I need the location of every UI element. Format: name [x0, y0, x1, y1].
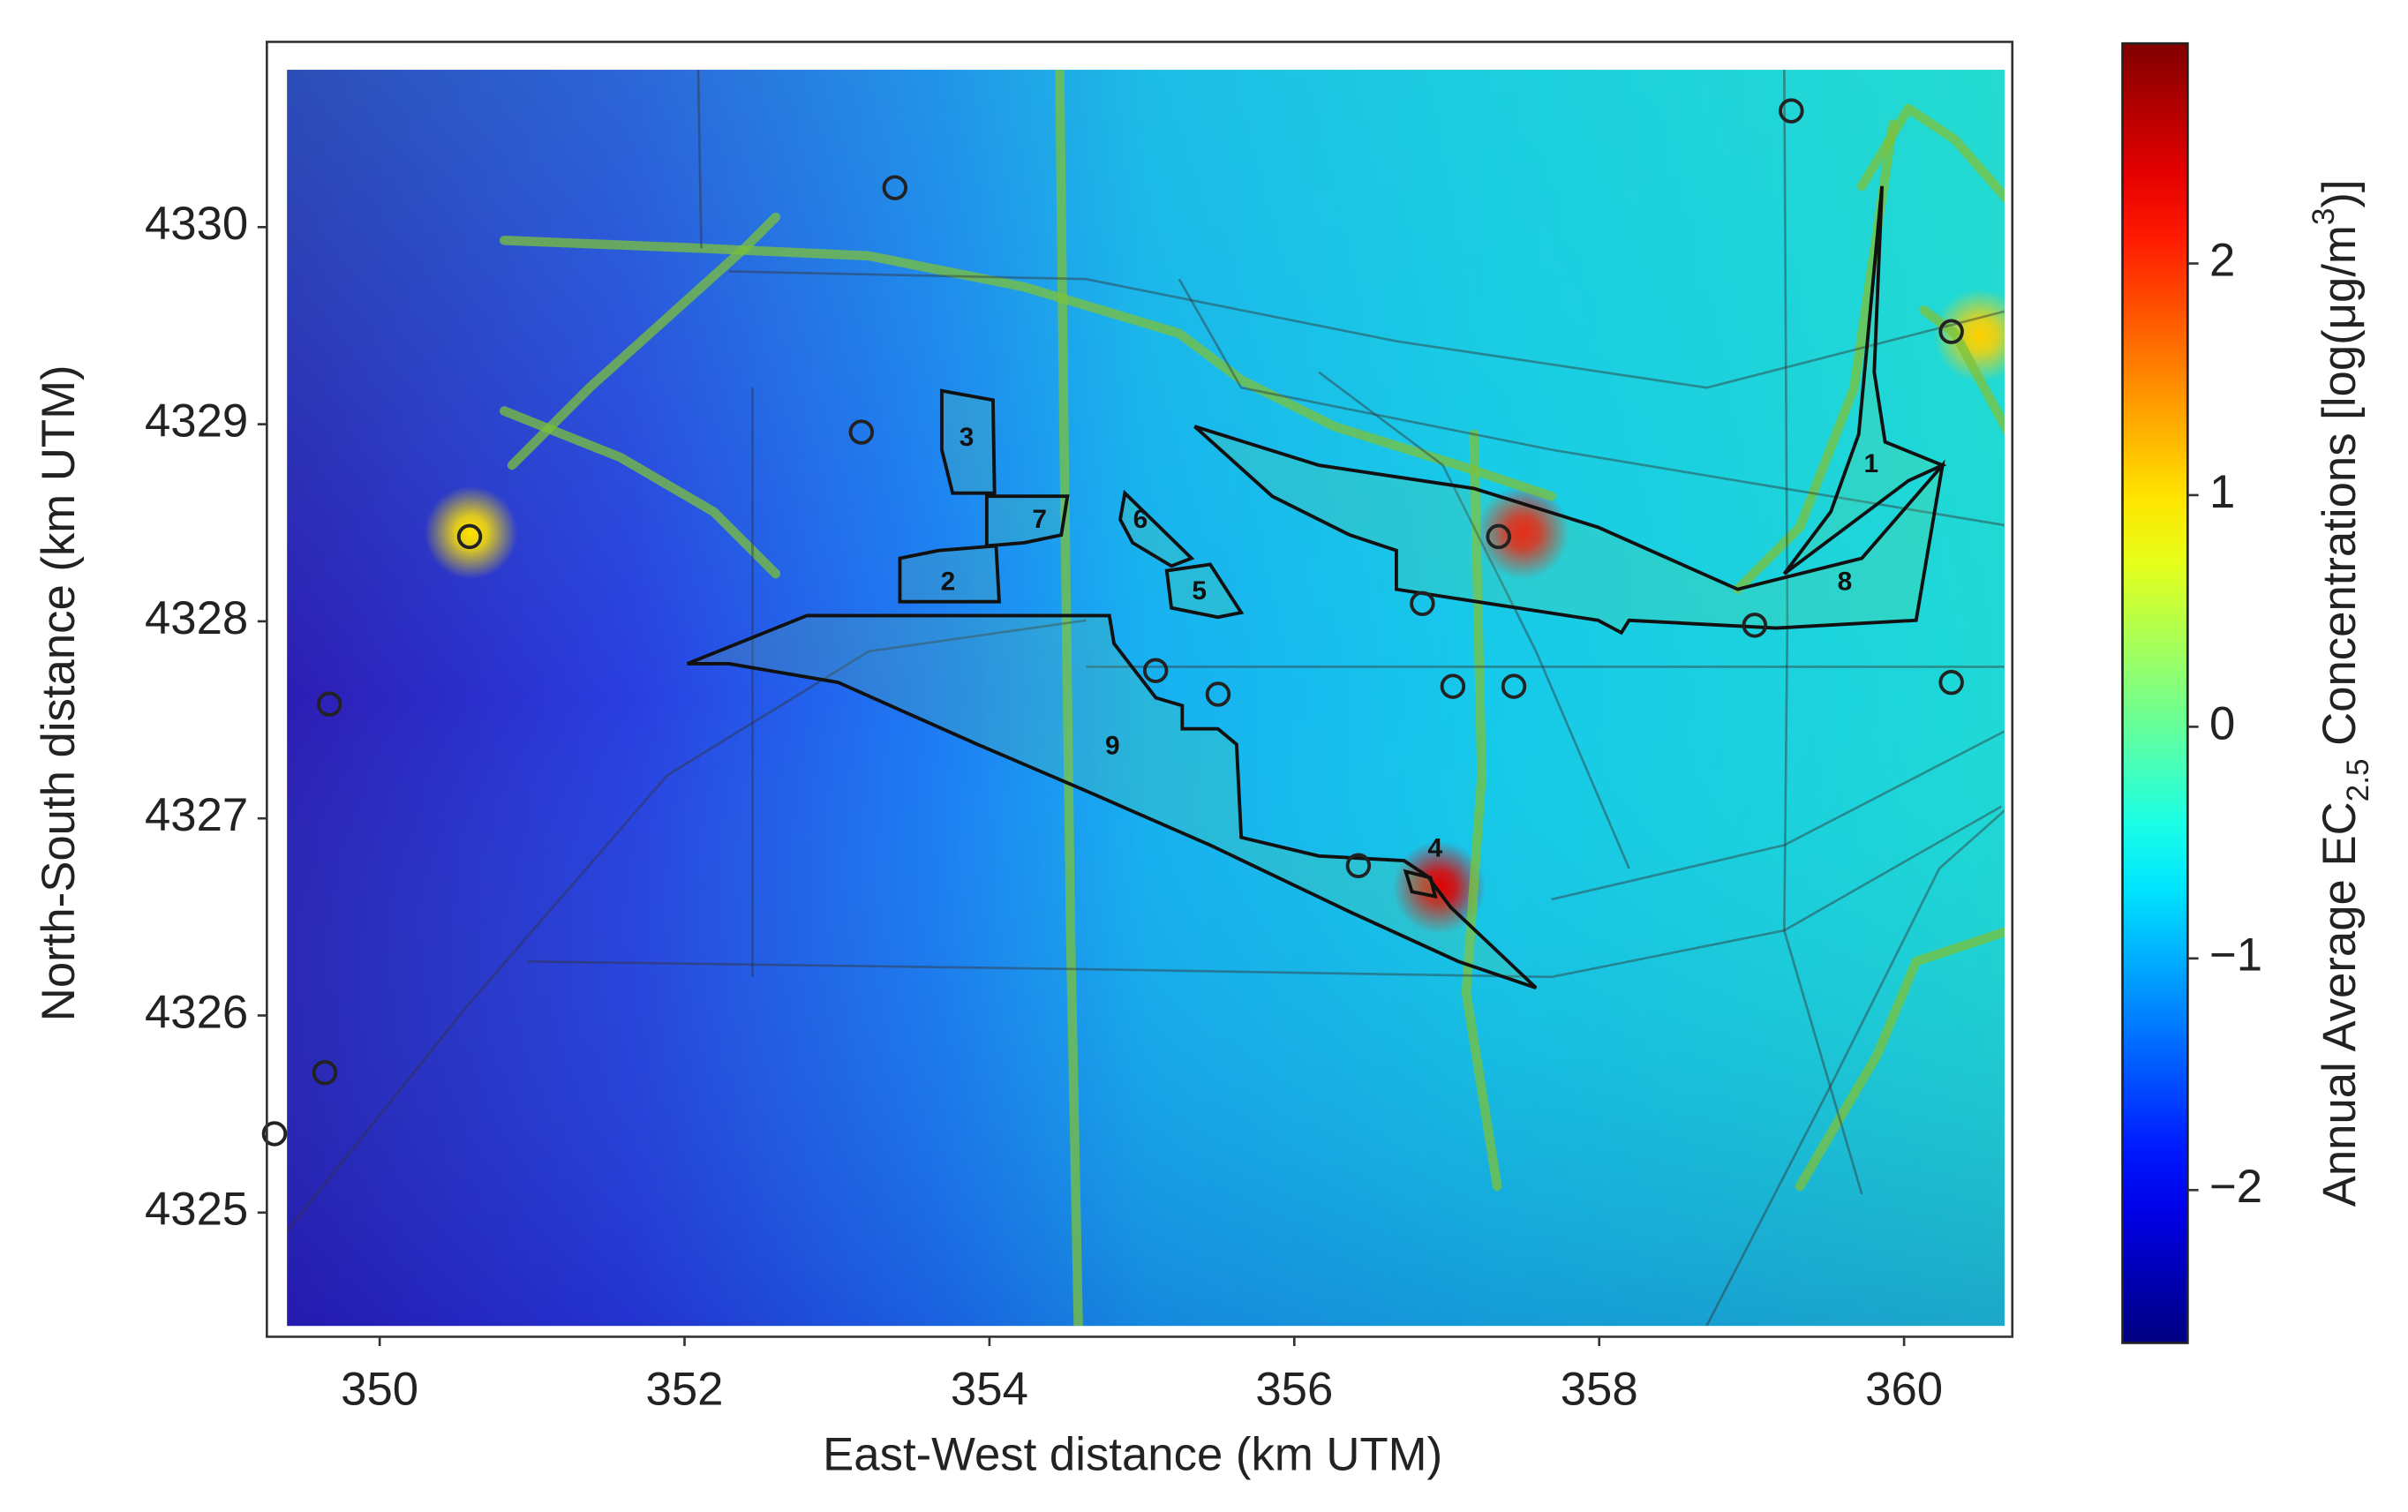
road: [507, 212, 781, 470]
road-line: [527, 805, 2003, 979]
plot-frame: [266, 41, 2014, 1338]
mark-layer: 1 2 3 4 5 6 7 8 9: [261, 98, 1964, 1147]
road: [1919, 305, 2005, 436]
monitor: [312, 1060, 338, 1086]
zone-label: 1: [1863, 449, 1878, 478]
zone-outline: [1782, 185, 1947, 575]
colorbar-label-part: Concentrations [log(μg/m: [2314, 225, 2366, 758]
monitor: [848, 419, 875, 445]
monitor: [1410, 591, 1435, 617]
hotspot-layer: [425, 289, 2005, 935]
y-tick-label: 4329: [145, 395, 248, 448]
road-line: [1783, 70, 1863, 1195]
hotspot: [425, 485, 518, 580]
road: [499, 406, 781, 579]
monitor: [1345, 853, 1372, 879]
x-tick-label: 356: [1255, 1364, 1333, 1416]
x-tick-label: 360: [1865, 1364, 1943, 1416]
road-line: [1705, 809, 2005, 1327]
monitor: [1742, 613, 1768, 638]
colorbar-label-part: Annual Average EC: [2314, 801, 2366, 1207]
road-line: [1178, 278, 2005, 527]
zone-outline: [686, 613, 1538, 989]
zone-outline: [984, 494, 1070, 548]
colorbar-tick-label: 2: [2209, 234, 2235, 286]
y-tick-label: 4328: [145, 592, 248, 644]
road-line: [287, 619, 1087, 1233]
zone-label: 5: [1192, 576, 1207, 606]
hotspot: [1933, 289, 2005, 382]
monitor: [261, 1121, 288, 1147]
zone-outline: [898, 544, 1002, 604]
colorbar: [2121, 41, 2189, 1344]
monitor: [882, 175, 908, 200]
zone-label: 9: [1105, 732, 1120, 761]
monitor: [1142, 658, 1169, 683]
zone-label: 8: [1838, 567, 1853, 596]
monitor: [1486, 523, 1511, 550]
x-axis-label: East-West distance (km UTM): [823, 1428, 1442, 1480]
colorbar-label: Annual Average EC2.5 Concentrations [log…: [2306, 179, 2375, 1207]
road-line: [729, 270, 2005, 389]
x-tick-label: 350: [341, 1364, 418, 1416]
zone-outline: [939, 388, 997, 495]
zone-label: 7: [1032, 505, 1047, 534]
hotspot: [1392, 840, 1486, 935]
monitor: [316, 691, 342, 717]
road: [1795, 927, 2005, 1192]
road: [1055, 70, 1083, 1327]
colorbar-tick-label: −2: [2209, 1161, 2262, 1213]
monitor: [1501, 673, 1527, 699]
road-line: [696, 70, 703, 249]
y-tick-label: 4327: [145, 789, 248, 841]
y-tick-label: 4326: [145, 986, 248, 1038]
monitor: [1938, 669, 1964, 696]
zone-label: 6: [1133, 505, 1148, 534]
monitor: [456, 523, 483, 550]
zone-label: 3: [959, 423, 974, 452]
zone-outline: [1118, 489, 1195, 568]
colorbar-label-superscript: 3: [2306, 208, 2341, 226]
monitor: [1938, 319, 1964, 344]
road: [1461, 429, 1502, 1192]
road: [499, 236, 1556, 501]
colorbar-tick-label: 1: [2209, 466, 2235, 518]
colorbar-label-subscript: 2.5: [2341, 759, 2375, 802]
zone-outline: [1193, 425, 1945, 636]
road-network: [287, 70, 2005, 1327]
road: [1733, 119, 1898, 594]
monitor: [1779, 98, 1804, 124]
monitor: [1440, 673, 1466, 699]
concentration-shading: [287, 70, 2005, 1327]
monitor: [1205, 681, 1231, 707]
y-axis-label: North-South distance (km UTM): [33, 365, 85, 1021]
colorbar-tick-label: 0: [2209, 697, 2235, 749]
zone-outline: [1164, 562, 1245, 620]
road-line: [1318, 371, 1630, 869]
zone-outline: [1403, 869, 1438, 899]
zone-label: 4: [1428, 834, 1443, 863]
zone-outlines: [686, 185, 1947, 989]
y-tick-label: 4325: [145, 1184, 248, 1236]
colorbar-tick-label: −1: [2209, 929, 2262, 982]
plot-root: 1 2 3 4 5 6 7 8 9 East-West distance (km UTM) No…: [33, 41, 2375, 1480]
colorbar-label-part: )]: [2314, 179, 2366, 207]
road: [1856, 103, 2005, 204]
road-line: [1551, 729, 2005, 901]
x-tick-label: 354: [951, 1364, 1028, 1416]
x-tick-label: 358: [1561, 1364, 1638, 1416]
zone-label: 2: [941, 567, 956, 596]
x-tick-label: 352: [646, 1364, 724, 1416]
y-tick-label: 4330: [145, 198, 248, 250]
